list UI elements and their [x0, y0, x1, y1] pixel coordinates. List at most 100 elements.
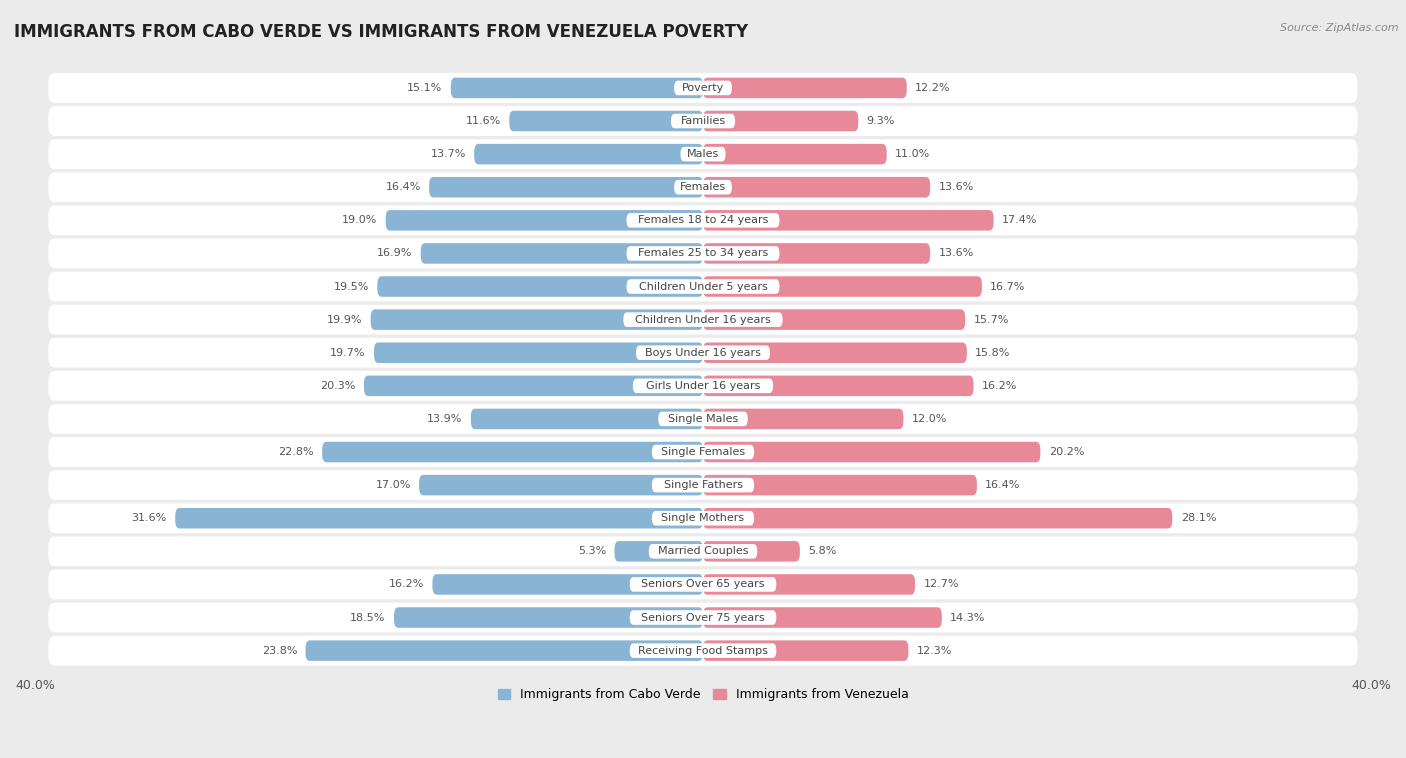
FancyBboxPatch shape	[673, 80, 733, 96]
FancyBboxPatch shape	[614, 541, 703, 562]
Text: Children Under 5 years: Children Under 5 years	[638, 281, 768, 292]
FancyBboxPatch shape	[703, 574, 915, 595]
Text: 17.0%: 17.0%	[375, 480, 411, 490]
FancyBboxPatch shape	[703, 177, 931, 198]
Text: Males: Males	[688, 149, 718, 159]
FancyBboxPatch shape	[630, 577, 776, 592]
Text: 12.0%: 12.0%	[911, 414, 948, 424]
Text: 15.1%: 15.1%	[408, 83, 443, 93]
FancyBboxPatch shape	[633, 378, 773, 393]
FancyBboxPatch shape	[703, 541, 800, 562]
Text: 12.3%: 12.3%	[917, 646, 952, 656]
Text: Seniors Over 65 years: Seniors Over 65 years	[641, 579, 765, 590]
FancyBboxPatch shape	[374, 343, 703, 363]
Text: 16.4%: 16.4%	[986, 480, 1021, 490]
Text: 16.7%: 16.7%	[990, 281, 1025, 292]
Text: Single Fathers: Single Fathers	[664, 480, 742, 490]
FancyBboxPatch shape	[48, 569, 1358, 600]
Text: 19.0%: 19.0%	[342, 215, 377, 225]
Text: Females: Females	[681, 182, 725, 193]
FancyBboxPatch shape	[671, 114, 735, 128]
FancyBboxPatch shape	[420, 243, 703, 264]
FancyBboxPatch shape	[48, 73, 1358, 103]
Text: 12.2%: 12.2%	[915, 83, 950, 93]
FancyBboxPatch shape	[429, 177, 703, 198]
Text: 13.6%: 13.6%	[938, 182, 974, 193]
Text: 31.6%: 31.6%	[132, 513, 167, 523]
FancyBboxPatch shape	[652, 478, 754, 493]
Text: 19.5%: 19.5%	[333, 281, 368, 292]
Text: 18.5%: 18.5%	[350, 612, 385, 622]
Text: 5.3%: 5.3%	[578, 547, 606, 556]
Text: 16.2%: 16.2%	[981, 381, 1018, 391]
Text: 13.6%: 13.6%	[938, 249, 974, 258]
FancyBboxPatch shape	[48, 603, 1358, 632]
FancyBboxPatch shape	[703, 210, 994, 230]
FancyBboxPatch shape	[627, 279, 779, 294]
Text: 13.9%: 13.9%	[427, 414, 463, 424]
Text: Receiving Food Stamps: Receiving Food Stamps	[638, 646, 768, 656]
Text: 11.6%: 11.6%	[465, 116, 501, 126]
FancyBboxPatch shape	[703, 475, 977, 496]
FancyBboxPatch shape	[48, 239, 1358, 268]
Legend: Immigrants from Cabo Verde, Immigrants from Venezuela: Immigrants from Cabo Verde, Immigrants f…	[492, 684, 914, 706]
FancyBboxPatch shape	[394, 607, 703, 628]
FancyBboxPatch shape	[364, 375, 703, 396]
Text: Females 25 to 34 years: Females 25 to 34 years	[638, 249, 768, 258]
Text: 19.7%: 19.7%	[330, 348, 366, 358]
Text: 20.2%: 20.2%	[1049, 447, 1084, 457]
Text: Females 18 to 24 years: Females 18 to 24 years	[638, 215, 768, 225]
FancyBboxPatch shape	[305, 641, 703, 661]
FancyBboxPatch shape	[652, 511, 754, 525]
FancyBboxPatch shape	[703, 409, 904, 429]
FancyBboxPatch shape	[176, 508, 703, 528]
Text: IMMIGRANTS FROM CABO VERDE VS IMMIGRANTS FROM VENEZUELA POVERTY: IMMIGRANTS FROM CABO VERDE VS IMMIGRANTS…	[14, 23, 748, 41]
Text: 5.8%: 5.8%	[808, 547, 837, 556]
FancyBboxPatch shape	[703, 508, 1173, 528]
FancyBboxPatch shape	[48, 271, 1358, 302]
Text: 14.3%: 14.3%	[950, 612, 986, 622]
Text: 28.1%: 28.1%	[1181, 513, 1216, 523]
FancyBboxPatch shape	[681, 147, 725, 161]
FancyBboxPatch shape	[627, 246, 779, 261]
Text: Children Under 16 years: Children Under 16 years	[636, 315, 770, 324]
FancyBboxPatch shape	[48, 503, 1358, 533]
FancyBboxPatch shape	[322, 442, 703, 462]
Text: 22.8%: 22.8%	[278, 447, 314, 457]
Text: 16.9%: 16.9%	[377, 249, 412, 258]
FancyBboxPatch shape	[451, 77, 703, 99]
Text: Single Mothers: Single Mothers	[661, 513, 745, 523]
FancyBboxPatch shape	[377, 276, 703, 297]
Text: 16.2%: 16.2%	[388, 579, 425, 590]
FancyBboxPatch shape	[703, 343, 967, 363]
FancyBboxPatch shape	[385, 210, 703, 230]
FancyBboxPatch shape	[48, 172, 1358, 202]
FancyBboxPatch shape	[474, 144, 703, 164]
Text: 12.7%: 12.7%	[924, 579, 959, 590]
FancyBboxPatch shape	[658, 412, 748, 426]
FancyBboxPatch shape	[703, 144, 887, 164]
Text: Girls Under 16 years: Girls Under 16 years	[645, 381, 761, 391]
FancyBboxPatch shape	[703, 607, 942, 628]
FancyBboxPatch shape	[703, 375, 973, 396]
Text: 15.7%: 15.7%	[973, 315, 1010, 324]
Text: 23.8%: 23.8%	[262, 646, 297, 656]
FancyBboxPatch shape	[48, 404, 1358, 434]
Text: Source: ZipAtlas.com: Source: ZipAtlas.com	[1281, 23, 1399, 33]
FancyBboxPatch shape	[630, 610, 776, 625]
Text: 9.3%: 9.3%	[866, 116, 896, 126]
FancyBboxPatch shape	[627, 213, 779, 227]
FancyBboxPatch shape	[630, 644, 776, 658]
FancyBboxPatch shape	[703, 276, 981, 297]
Text: 13.7%: 13.7%	[430, 149, 465, 159]
Text: Poverty: Poverty	[682, 83, 724, 93]
FancyBboxPatch shape	[419, 475, 703, 496]
FancyBboxPatch shape	[48, 537, 1358, 566]
Text: 15.8%: 15.8%	[976, 348, 1011, 358]
FancyBboxPatch shape	[703, 442, 1040, 462]
Text: Single Females: Single Females	[661, 447, 745, 457]
FancyBboxPatch shape	[48, 305, 1358, 334]
Text: Families: Families	[681, 116, 725, 126]
Text: 17.4%: 17.4%	[1002, 215, 1038, 225]
Text: Seniors Over 75 years: Seniors Over 75 years	[641, 612, 765, 622]
